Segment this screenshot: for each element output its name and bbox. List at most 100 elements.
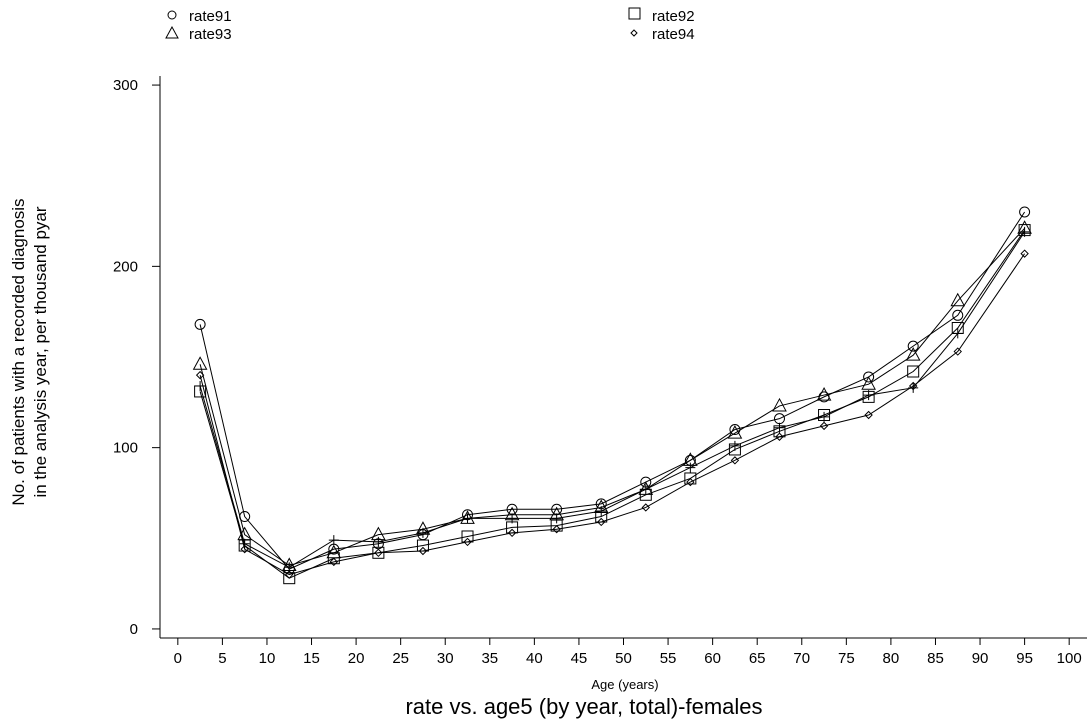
x-axis-title: Age (years) bbox=[591, 677, 658, 692]
data-point-rate94 bbox=[953, 347, 962, 356]
data-point-rate94 bbox=[418, 546, 428, 556]
data-point-rate94 bbox=[240, 544, 249, 554]
x-tick-label: 35 bbox=[481, 650, 498, 667]
data-point-series-5 bbox=[685, 462, 696, 473]
y-tick-label: 0 bbox=[130, 621, 138, 638]
x-tick-label: 60 bbox=[704, 650, 721, 667]
data-point-series-5 bbox=[596, 506, 607, 517]
data-point-series-5 bbox=[952, 328, 963, 339]
x-ticks: 0 5 10 15 20 25 30 35 40 45 50 55 60 65 70 75 80 85 90 95 10… bbox=[174, 638, 1082, 667]
x-tick-label: 25 bbox=[392, 650, 409, 667]
data-point-rate94 bbox=[597, 517, 606, 527]
legend-label-rate92: rate92 bbox=[652, 8, 695, 25]
data-point-rate94 bbox=[374, 548, 383, 558]
x-tick-label: 100 bbox=[1057, 650, 1082, 667]
data-point-rate93 bbox=[816, 387, 832, 401]
data-point-rate94 bbox=[195, 370, 205, 380]
x-tick-label: 95 bbox=[1016, 650, 1033, 667]
x-tick-label: 0 bbox=[174, 650, 182, 667]
data-point-series-5 bbox=[373, 536, 384, 547]
series-rate92 bbox=[194, 224, 1031, 585]
data-point-rate94 bbox=[552, 525, 561, 534]
data-point-series-5 bbox=[863, 390, 874, 401]
series-line-rate93 bbox=[199, 227, 1025, 567]
legend-item-rate92: rate92 bbox=[628, 7, 695, 25]
x-tick-label: 85 bbox=[927, 650, 944, 667]
legend-marker-square bbox=[628, 7, 641, 20]
series-line-rate92 bbox=[199, 229, 1026, 579]
data-point-rate92 bbox=[283, 572, 296, 585]
x-tick-label: 70 bbox=[793, 650, 810, 667]
data-point-rate91 bbox=[907, 340, 919, 352]
legend-label-rate94: rate94 bbox=[652, 26, 695, 43]
series-line-series-5 bbox=[199, 231, 1026, 568]
y-ticks: 0 100 200 300 bbox=[113, 77, 160, 638]
data-point-rate94 bbox=[686, 477, 695, 487]
series-line-rate91 bbox=[199, 211, 1026, 570]
x-tick-label: 90 bbox=[972, 650, 989, 667]
data-point-rate93 bbox=[861, 376, 876, 390]
data-point-rate94 bbox=[641, 503, 650, 512]
data-point-series-5 bbox=[1019, 226, 1030, 237]
y-tick-label: 300 bbox=[113, 77, 138, 94]
axes bbox=[159, 76, 1087, 639]
data-point-series-5 bbox=[284, 562, 295, 573]
x-tick-label: 80 bbox=[883, 650, 900, 667]
data-point-rate94 bbox=[730, 456, 740, 465]
data-point-rate94 bbox=[463, 537, 472, 547]
legend: rate91 rate93 rate92 rate94 bbox=[165, 7, 695, 43]
legend-item-rate93: rate93 bbox=[165, 25, 232, 43]
data-point-rate92 bbox=[907, 365, 920, 378]
x-tick-label: 55 bbox=[660, 650, 677, 667]
legend-label-rate91: rate91 bbox=[189, 8, 232, 25]
data-point-rate94 bbox=[285, 570, 294, 579]
data-point-rate91 bbox=[194, 318, 206, 330]
x-tick-label: 75 bbox=[838, 650, 855, 667]
x-tick-label: 30 bbox=[437, 650, 454, 667]
data-point-series-5 bbox=[774, 422, 785, 433]
x-tick-label: 10 bbox=[259, 650, 276, 667]
legend-item-rate91: rate91 bbox=[167, 8, 232, 25]
data-point-rate93 bbox=[192, 356, 208, 370]
y-axis-title-line2: in the analysis year, per thousand pyar bbox=[31, 206, 50, 497]
data-point-rate93 bbox=[905, 347, 921, 361]
legend-marker-diamond bbox=[630, 29, 638, 37]
y-tick-label: 200 bbox=[113, 258, 138, 275]
data-point-rate94 bbox=[329, 557, 339, 567]
series-line-rate94 bbox=[199, 253, 1026, 576]
data-point-series-5 bbox=[195, 381, 206, 392]
x-tick-label: 40 bbox=[526, 650, 543, 667]
data-point-rate94 bbox=[1020, 249, 1029, 258]
data-point-series-5 bbox=[507, 513, 518, 524]
data-point-series-5 bbox=[729, 440, 740, 451]
data-point-rate91 bbox=[1019, 206, 1031, 218]
data-point-rate93 bbox=[772, 397, 787, 412]
data-point-series-5 bbox=[819, 411, 830, 422]
data-point-rate94 bbox=[507, 528, 517, 538]
x-tick-label: 50 bbox=[615, 650, 632, 667]
x-tick-label: 45 bbox=[571, 650, 588, 667]
x-tick-label: 65 bbox=[749, 650, 766, 667]
series-rate94 bbox=[195, 249, 1029, 579]
data-point-series-5 bbox=[417, 527, 428, 538]
data-point-rate91 bbox=[952, 309, 964, 321]
data-point-rate92 bbox=[684, 472, 697, 485]
data-point-series-5 bbox=[908, 382, 919, 393]
data-point-rate94 bbox=[775, 432, 784, 441]
data-point-series-5 bbox=[328, 535, 339, 546]
data-point-rate94 bbox=[864, 410, 873, 420]
data-point-rate93 bbox=[727, 425, 743, 439]
legend-item-rate94: rate94 bbox=[630, 26, 695, 43]
data-point-series-5 bbox=[239, 538, 250, 549]
data-point-rate93 bbox=[950, 292, 966, 307]
series-series-5 bbox=[195, 226, 1030, 573]
legend-label-rate93: rate93 bbox=[189, 26, 232, 43]
data-point-rate94 bbox=[819, 421, 829, 431]
legend-marker-triangle bbox=[165, 25, 179, 39]
data-point-series-5 bbox=[551, 513, 562, 524]
x-tick-label: 20 bbox=[348, 650, 365, 667]
x-tick-label: 5 bbox=[218, 650, 226, 667]
series-rate91 bbox=[194, 206, 1031, 575]
